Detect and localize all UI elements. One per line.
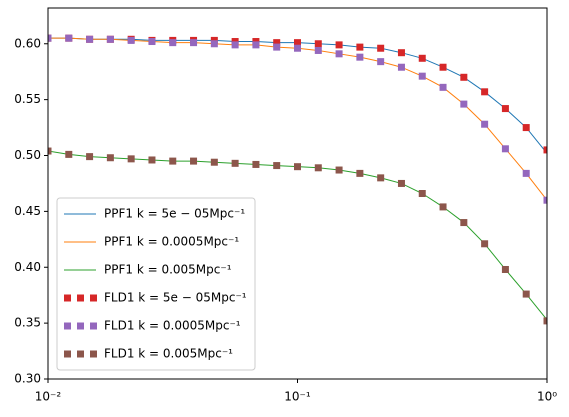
legend-box <box>56 197 256 371</box>
marker <box>439 83 447 91</box>
marker <box>481 88 489 96</box>
axes-frame <box>47 7 548 380</box>
marker <box>294 44 301 52</box>
marker <box>522 169 530 177</box>
legend-marker <box>77 322 84 330</box>
legend-marker <box>77 294 84 302</box>
marker <box>418 72 426 80</box>
marker <box>522 290 530 298</box>
marker <box>86 35 94 43</box>
marker <box>460 73 468 81</box>
x-tick-label: 10⁻¹ <box>284 390 311 404</box>
marker <box>377 174 385 182</box>
marker <box>314 40 322 48</box>
series-group <box>48 34 547 325</box>
marker <box>294 163 301 171</box>
marker <box>439 63 447 71</box>
marker <box>335 166 343 174</box>
legend-marker <box>64 322 71 330</box>
legend-label: FLD1 k = 0.0005Mpc⁻¹ <box>104 319 241 333</box>
legend-label: FLD1 k = 5e − 05Mpc⁻¹ <box>104 291 247 305</box>
x-tick-label: 10⁰ <box>537 390 557 404</box>
legend-label: PPF1 k = 5e − 05Mpc⁻¹ <box>104 207 245 221</box>
marker <box>148 38 156 46</box>
marker <box>460 100 468 108</box>
marker <box>273 43 281 51</box>
y-tick-label: 0.30 <box>14 372 41 386</box>
marker <box>501 265 509 273</box>
legend-label: PPF1 k = 0.0005Mpc⁻¹ <box>104 235 239 249</box>
marker <box>314 46 322 54</box>
marker <box>65 150 73 158</box>
marker <box>335 41 343 49</box>
marker <box>231 41 239 49</box>
marker <box>543 146 547 154</box>
marker <box>106 154 114 162</box>
y-tick-label: 0.45 <box>14 204 41 218</box>
marker <box>377 58 385 66</box>
legend-label: FLD1 k = 0.005Mpc⁻¹ <box>104 347 233 361</box>
y-tick-label: 0.55 <box>14 92 41 106</box>
marker <box>397 49 405 57</box>
marker <box>252 41 260 49</box>
marker <box>356 169 364 177</box>
marker <box>169 157 177 165</box>
marker <box>48 34 52 42</box>
legend-marker <box>64 294 71 302</box>
marker <box>356 53 364 61</box>
marker <box>190 39 198 47</box>
marker <box>501 105 509 113</box>
marker <box>418 54 426 62</box>
marker <box>294 39 301 47</box>
marker <box>397 63 405 71</box>
marker <box>210 40 218 48</box>
marker <box>522 124 530 132</box>
marker <box>169 39 177 47</box>
marker <box>481 240 489 248</box>
marker <box>460 219 468 227</box>
marker <box>190 157 198 165</box>
legend-marker <box>90 294 97 302</box>
marker <box>418 190 426 197</box>
marker <box>273 162 281 170</box>
legend-marker <box>77 350 84 358</box>
marker <box>127 155 135 163</box>
marker <box>210 158 218 166</box>
legend-marker <box>90 350 97 358</box>
marker <box>86 153 94 161</box>
marker <box>501 145 509 153</box>
y-tick-label: 0.50 <box>14 148 41 162</box>
marker <box>377 44 385 52</box>
marker <box>148 156 156 164</box>
marker <box>48 147 52 155</box>
marker <box>543 317 547 325</box>
y-tick-label: 0.60 <box>14 36 41 50</box>
marker <box>106 35 114 43</box>
marker <box>231 159 239 167</box>
marker <box>439 203 447 211</box>
marker <box>543 196 547 204</box>
marker <box>356 43 364 51</box>
y-tick-label: 0.40 <box>14 260 41 274</box>
marker <box>397 179 405 187</box>
marker <box>273 39 281 47</box>
marker <box>127 36 135 44</box>
marker <box>314 164 322 172</box>
legend-label: PPF1 k = 0.005Mpc⁻¹ <box>104 263 232 277</box>
x-tick-label: 10⁻² <box>35 390 62 404</box>
legend-marker <box>64 350 71 358</box>
legend-marker <box>90 322 97 330</box>
marker <box>65 34 73 42</box>
marker <box>481 120 489 128</box>
marker <box>335 50 343 58</box>
marker <box>252 160 260 168</box>
y-tick-label: 0.35 <box>14 316 41 330</box>
